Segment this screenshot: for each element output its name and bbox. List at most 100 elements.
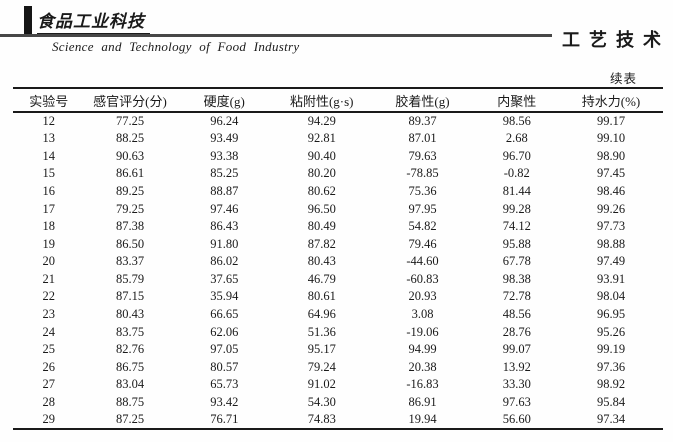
table-row: 29 87.25 76.71 74.83 19.94 56.60 97.34 [13,411,663,429]
value-cell: 97.49 [596,254,626,269]
value-cell: 83.37 [115,254,145,269]
value-cell: 98.56 [502,114,531,129]
experiment-number-cell: 23 [42,307,56,322]
value-cell: 64.96 [307,307,336,322]
value-cell: 94.99 [408,342,437,357]
table-row: 13 88.25 93.49 92.81 87.01 2.68 99.10 [13,130,663,148]
value-cell: 87.01 [408,131,437,146]
value-cell: 94.29 [307,114,336,129]
table-row: 12 77.25 96.24 94.29 89.37 98.56 99.17 [13,112,663,130]
value-cell: 65.73 [210,377,239,392]
table-row: 23 80.43 66.65 64.96 3.08 48.56 96.95 [13,306,663,324]
value-cell: 74.12 [502,219,531,234]
value-cell: 93.38 [210,148,239,163]
value-cell: 98.92 [596,377,626,392]
value-cell: 54.82 [408,219,437,234]
table-row: 21 85.79 37.65 46.79 -60.83 98.38 93.91 [13,270,663,288]
value-cell: 80.20 [307,166,336,181]
value-cell: 97.36 [596,359,626,374]
experiment-number-cell: 16 [42,183,56,198]
value-cell: 90.40 [307,148,336,163]
value-cell: -0.82 [503,166,530,181]
value-cell: 86.61 [115,166,145,181]
value-cell: 79.46 [408,236,437,251]
value-cell: 67.78 [502,254,531,269]
value-cell: 99.17 [596,114,626,129]
value-cell: 54.30 [307,395,336,410]
value-cell: 97.95 [408,201,437,216]
section-label: 工艺技术 [562,30,670,50]
value-cell: 96.24 [210,114,239,129]
value-cell: 86.91 [408,395,437,410]
experiment-number-cell: 15 [42,166,56,181]
value-cell: 98.88 [596,236,626,251]
value-cell: 2.68 [505,131,528,146]
value-cell: 3.08 [411,307,434,322]
value-cell: 88.87 [210,183,239,198]
journal-title-en: Science and Technology of Food Industry [52,39,300,54]
experiment-number-cell: 28 [42,395,56,410]
value-cell: 99.07 [502,342,531,357]
value-cell: 99.28 [502,201,531,216]
value-cell: 99.10 [596,131,626,146]
value-cell: 51.36 [307,324,336,339]
value-cell: 80.57 [210,359,239,374]
value-cell: 28.76 [502,324,531,339]
value-cell: 97.73 [596,219,626,234]
experiment-number-cell: 12 [42,114,56,129]
value-cell: 91.02 [307,377,336,392]
value-cell: 86.43 [210,219,239,234]
value-cell: 80.43 [307,254,336,269]
experiment-number-cell: 14 [42,148,56,163]
value-cell: 48.56 [502,307,531,322]
col-header-sensory-score: 感官评分(分) [84,88,176,113]
value-cell: 93.49 [210,131,239,146]
value-cell: 33.30 [502,377,531,392]
value-cell: 82.76 [115,342,145,357]
value-cell: -78.85 [406,166,439,181]
value-cell: 93.42 [210,395,239,410]
value-cell: 92.81 [307,131,336,146]
table-row: 15 86.61 85.25 80.20 -78.85 -0.82 97.45 [13,165,663,183]
experiment-number-cell: 20 [42,254,56,269]
value-cell: 85.25 [210,166,239,181]
value-cell: 97.45 [596,166,626,181]
results-table-body: 12 77.25 96.24 94.29 89.37 98.56 99.17 13 88.25 9… [13,112,663,429]
col-header-experiment-number: 实验号 [13,88,85,113]
results-table: 实验号 感官评分(分) 硬度(g) 粘附性(g·s) 胶着性(g) 内聚性 持水… [13,87,663,430]
col-header-adhesiveness: 粘附性(g·s) [273,88,371,113]
col-header-gumminess: 胶着性(g) [370,88,475,113]
value-cell: 86.02 [210,254,239,269]
value-cell: 85.79 [115,271,145,286]
value-cell: 56.60 [502,412,531,427]
value-cell: 80.43 [115,307,145,322]
value-cell: 66.65 [210,307,239,322]
value-cell: 96.95 [596,307,626,322]
experiment-number-cell: 26 [42,359,56,374]
value-cell: 86.75 [115,359,145,374]
col-header-cohesiveness: 内聚性 [474,88,559,113]
value-cell: 99.26 [596,201,626,216]
experiment-number-cell: 13 [42,131,56,146]
value-cell: 95.26 [596,324,626,339]
value-cell: 83.75 [115,324,145,339]
table-row: 14 90.63 93.38 90.40 79.63 96.70 98.90 [13,147,663,165]
experiment-number-cell: 22 [42,289,56,304]
value-cell: 79.24 [307,359,336,374]
journal-title-cn: 食品工业科技 [37,7,150,35]
experiment-number-cell: 25 [42,342,56,357]
value-cell: 86.50 [115,236,145,251]
value-cell: 98.46 [596,183,626,198]
experiment-number-cell: 24 [42,324,56,339]
value-cell: 76.71 [210,412,239,427]
value-cell: 37.65 [210,271,239,286]
experiment-number-cell: 19 [42,236,56,251]
value-cell: 80.62 [307,183,336,198]
value-cell: 98.38 [502,271,531,286]
experiment-number-cell: 18 [42,219,56,234]
experiment-number-cell: 27 [42,377,56,392]
table-header-row: 实验号 感官评分(分) 硬度(g) 粘附性(g·s) 胶着性(g) 内聚性 持水… [13,88,663,113]
table-row: 20 83.37 86.02 80.43 -44.60 67.78 97.49 [13,253,663,271]
value-cell: 90.63 [115,148,145,163]
